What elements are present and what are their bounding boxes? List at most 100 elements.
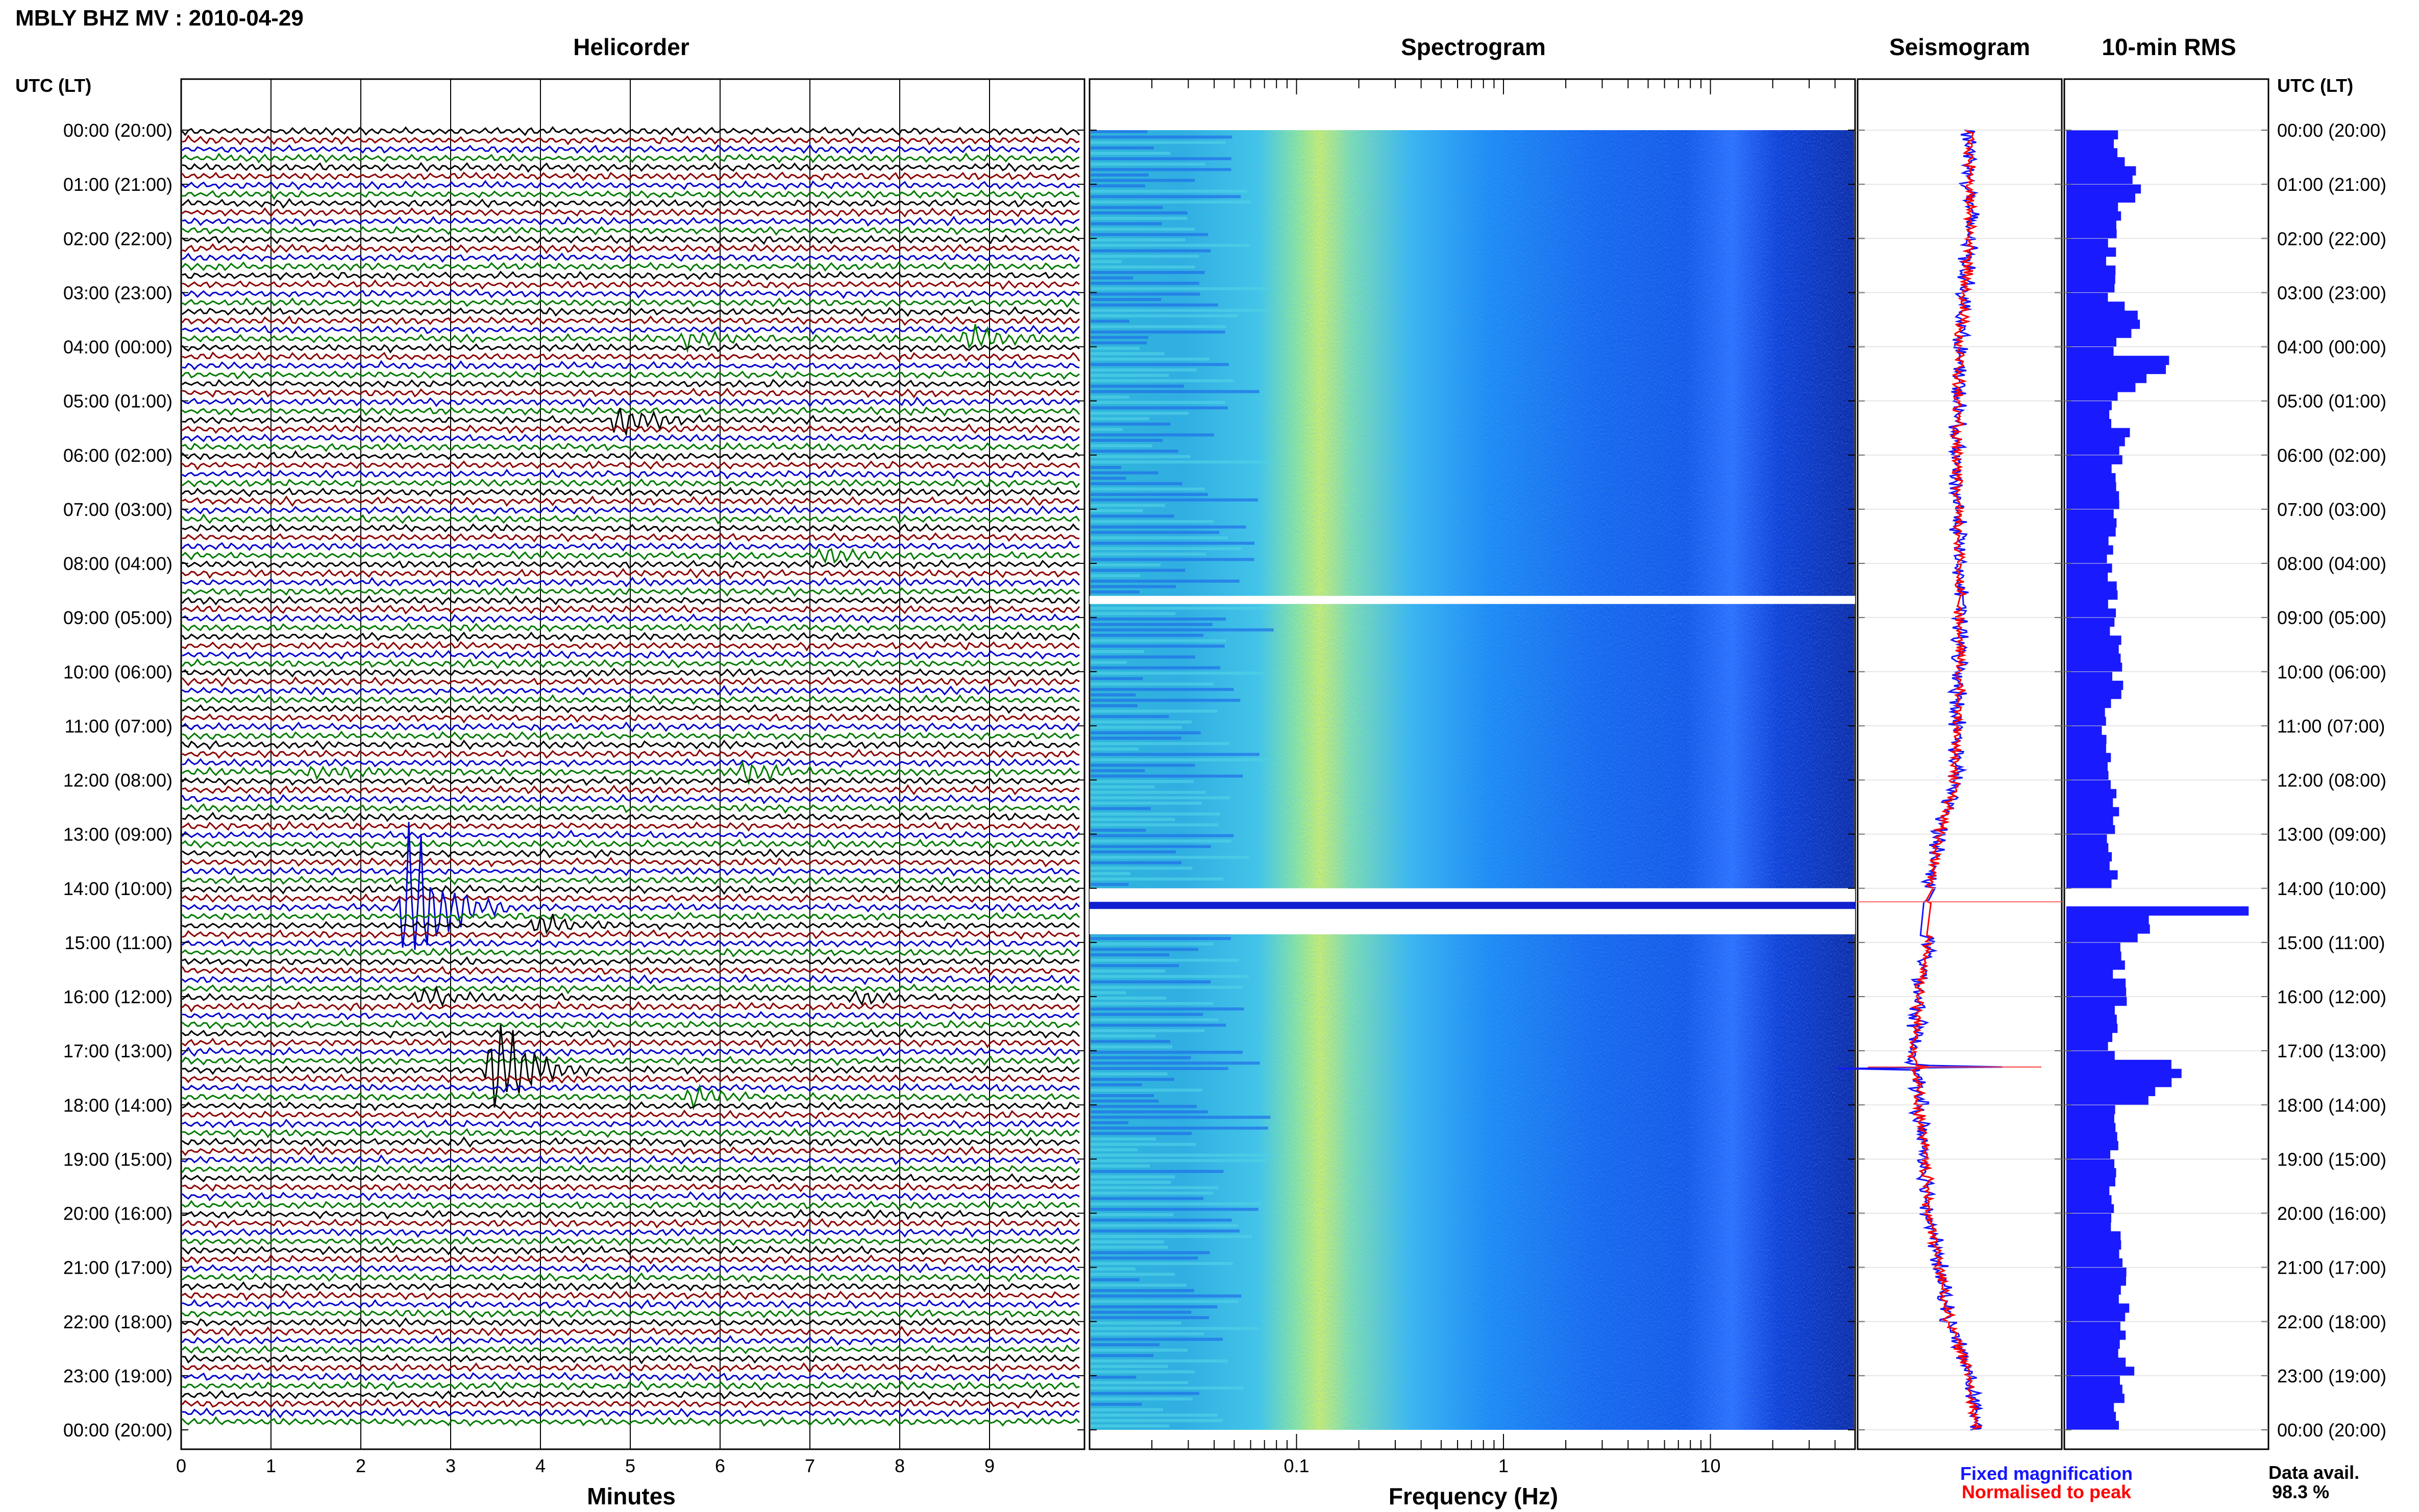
helicorder-trace bbox=[181, 1362, 1080, 1374]
helicorder-trace bbox=[181, 776, 1080, 786]
left-time-tick: 09:00 (05:00) bbox=[63, 607, 172, 628]
spectrogram-row bbox=[1091, 152, 1171, 155]
right-time-tick: 06:00 (02:00) bbox=[2277, 445, 2386, 466]
helicorder-trace bbox=[182, 1217, 1080, 1229]
helicorder-trace bbox=[182, 640, 1080, 652]
spectrogram-row bbox=[1091, 357, 1210, 361]
helicorder-trace bbox=[182, 226, 1080, 236]
spectrogram-row bbox=[1091, 504, 1165, 507]
rms-bar bbox=[2066, 346, 2114, 356]
spectrogram-row bbox=[1091, 753, 1260, 756]
rms-bar bbox=[2066, 635, 2121, 645]
spectrogram-row bbox=[1091, 314, 1238, 317]
helicorder-trace bbox=[181, 676, 1080, 687]
rms-bar bbox=[2066, 193, 2135, 203]
left-time-tick: 15:00 (11:00) bbox=[65, 932, 172, 953]
helicorder-trace bbox=[182, 866, 1080, 877]
spectrogram-row bbox=[1091, 975, 1249, 978]
helicorder-trace bbox=[182, 297, 1080, 308]
rms-bar bbox=[2066, 906, 2249, 916]
spectrogram-row bbox=[1091, 319, 1129, 323]
spectrogram-texture bbox=[1091, 130, 1854, 1430]
helicorder-trace bbox=[181, 548, 1080, 564]
spectrogram-row bbox=[1091, 1419, 1223, 1422]
spectrogram-row bbox=[1091, 1310, 1192, 1314]
helicorder-trace bbox=[181, 1164, 1080, 1174]
rms-bar bbox=[2066, 816, 2113, 826]
spectrogram-row bbox=[1091, 1039, 1171, 1043]
rms-bar bbox=[2066, 743, 2106, 753]
helicorder-trace bbox=[181, 1399, 1080, 1409]
left-time-tick: 02:00 (22:00) bbox=[63, 228, 172, 249]
spectrogram-row bbox=[1091, 265, 1195, 269]
spectrogram-row bbox=[1091, 672, 1265, 675]
left-time-tick: 11:00 (07:00) bbox=[65, 715, 172, 736]
spectrogram-row bbox=[1091, 628, 1274, 632]
helicorder-trace bbox=[181, 567, 1080, 580]
spectrogram-row bbox=[1091, 1273, 1175, 1276]
rms-bar bbox=[2066, 401, 2112, 410]
helicorder-x-label: Minutes bbox=[587, 1483, 676, 1509]
helicorder-trace bbox=[181, 1055, 1080, 1067]
spectrogram-row bbox=[1091, 845, 1211, 848]
left-time-tick: 14:00 (10:00) bbox=[63, 878, 172, 899]
spectrogram-row bbox=[1091, 482, 1182, 485]
rms-bar bbox=[2066, 1411, 2116, 1421]
rms-bar bbox=[2066, 1204, 2114, 1213]
helicorder-trace bbox=[182, 586, 1080, 597]
left-time-tick: 10:00 (06:00) bbox=[63, 661, 172, 682]
helicorder-trace bbox=[182, 1371, 1080, 1382]
spectrogram-row bbox=[1091, 411, 1189, 415]
right-time-tick: 14:00 (10:00) bbox=[2277, 878, 2386, 899]
spectrogram-row bbox=[1091, 1397, 1193, 1401]
spectrogram-row bbox=[1091, 509, 1143, 512]
spectrogram-row bbox=[1091, 184, 1146, 188]
spectrogram-row bbox=[1091, 709, 1218, 713]
rms-bar bbox=[2066, 410, 2110, 419]
spectrogram-x-label: Frequency (Hz) bbox=[1389, 1483, 1558, 1509]
spectrogram-row bbox=[1091, 655, 1195, 659]
spectrogram-x-tick: 1 bbox=[1498, 1455, 1509, 1476]
spectrogram-row bbox=[1091, 1289, 1194, 1293]
rms-bar bbox=[2066, 617, 2115, 627]
spectrogram-row bbox=[1091, 1278, 1140, 1281]
left-axis-label: UTC (LT) bbox=[15, 75, 91, 96]
time-axes: 00:00 (20:00) 00:00 (20:00) 01:00 (21:00) 0… bbox=[63, 120, 2386, 1441]
spectrogram-row bbox=[1091, 1316, 1210, 1320]
spectrogram-row bbox=[1091, 1207, 1258, 1211]
helicorder-trace bbox=[181, 1227, 1080, 1238]
rms-bar bbox=[2066, 419, 2111, 429]
helicorder-trace bbox=[182, 576, 1080, 588]
helicorder-trace bbox=[182, 1182, 1080, 1193]
helicorder-trace bbox=[182, 180, 1080, 190]
spectrogram-row bbox=[1091, 1116, 1271, 1119]
left-time-tick: 06:00 (02:00) bbox=[63, 445, 172, 466]
rms-bar bbox=[2066, 807, 2119, 816]
rms-bar bbox=[2066, 608, 2116, 618]
helicorder-trace bbox=[181, 433, 1080, 443]
spectrogram-row bbox=[1091, 255, 1199, 258]
rms-bar bbox=[2066, 1303, 2130, 1313]
rms-bar bbox=[2066, 933, 2138, 943]
helicorder-trace bbox=[182, 1119, 1080, 1129]
spectrogram-row bbox=[1091, 1337, 1223, 1341]
helicorder-trace bbox=[182, 252, 1080, 263]
helicorder-trace bbox=[182, 820, 1080, 832]
rms-bar bbox=[2066, 1340, 2120, 1349]
spectrogram-row bbox=[1091, 330, 1225, 334]
helicorder-trace bbox=[181, 1416, 1080, 1427]
spectrogram-row bbox=[1091, 1251, 1210, 1254]
spectrogram-row bbox=[1091, 141, 1226, 144]
spectrogram-row bbox=[1091, 477, 1126, 480]
helicorder-trace bbox=[182, 694, 1080, 705]
helicorder-trace bbox=[182, 685, 1080, 696]
helicorder-trace bbox=[181, 1082, 1080, 1094]
spectrogram-row bbox=[1091, 1229, 1240, 1233]
helicorder-trace bbox=[181, 370, 1080, 380]
spectrogram-row bbox=[1091, 428, 1123, 431]
spectrogram-row bbox=[1091, 536, 1228, 539]
spectrogram-row bbox=[1091, 1056, 1191, 1059]
rms-bar bbox=[2066, 1312, 2126, 1322]
spectrogram-row bbox=[1091, 715, 1169, 718]
helicorder-x-tick: 5 bbox=[625, 1455, 635, 1476]
